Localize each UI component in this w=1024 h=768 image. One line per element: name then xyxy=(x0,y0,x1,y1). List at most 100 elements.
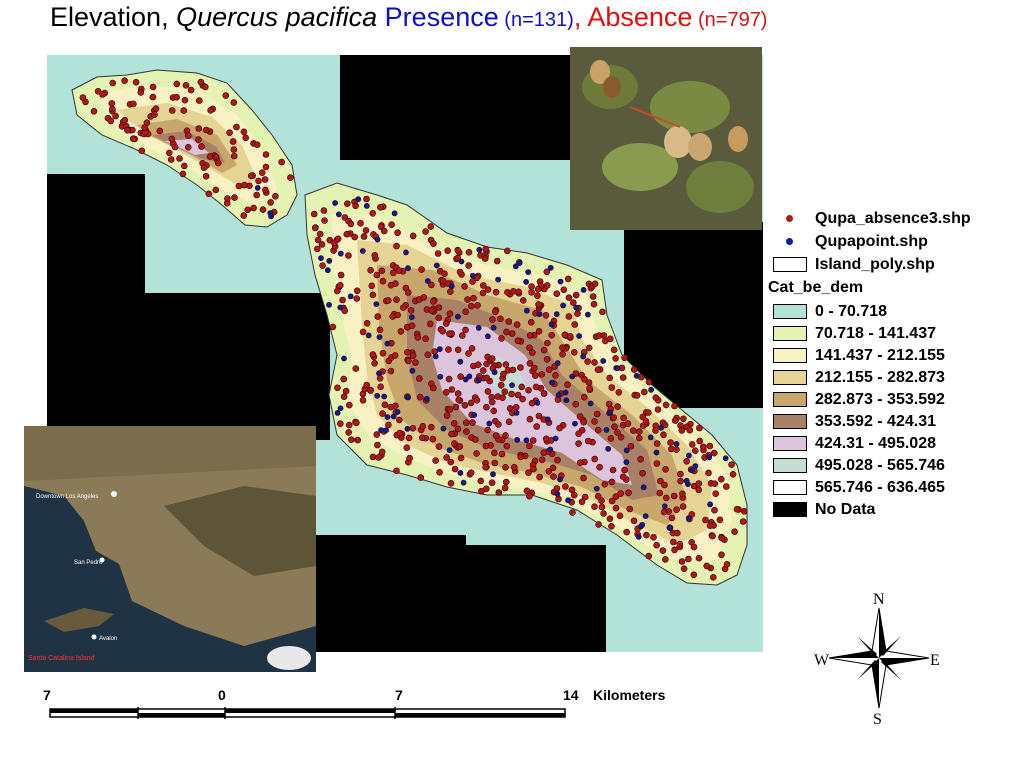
presence-point xyxy=(462,376,469,383)
absence-point xyxy=(591,418,598,425)
absence-point xyxy=(457,373,465,380)
absence-point xyxy=(316,230,324,238)
absence-point xyxy=(187,86,195,94)
absence-point xyxy=(212,153,220,161)
presence-point xyxy=(523,307,530,314)
absence-point xyxy=(513,321,521,328)
absence-point xyxy=(446,310,454,318)
absence-point xyxy=(156,127,164,135)
absence-point xyxy=(483,374,491,382)
absence-point xyxy=(404,348,411,356)
absence-point xyxy=(553,485,561,492)
absence-point xyxy=(359,396,367,404)
absence-point xyxy=(337,271,345,279)
absence-point xyxy=(678,558,686,565)
absence-point xyxy=(340,375,348,383)
absence-point xyxy=(458,332,466,339)
absence-point xyxy=(699,443,707,451)
absence-point xyxy=(554,456,561,464)
absence-point xyxy=(483,403,490,411)
absence-point xyxy=(405,434,413,442)
absence-point xyxy=(639,469,646,477)
no-data-block-bottom-mid xyxy=(466,545,606,652)
absence-point xyxy=(626,505,634,513)
absence-point xyxy=(469,419,476,426)
absence-point xyxy=(334,384,341,392)
absence-point xyxy=(470,294,477,302)
absence-point xyxy=(429,435,437,443)
compass-west-label: W xyxy=(814,652,830,669)
title-comma: , xyxy=(573,2,582,32)
absence-point xyxy=(434,250,442,257)
absence-point xyxy=(650,533,657,541)
absence-point xyxy=(545,467,553,475)
absence-point xyxy=(575,440,582,447)
absence-point xyxy=(403,444,411,452)
absence-point xyxy=(422,228,429,235)
absence-point xyxy=(549,464,557,472)
absence-point xyxy=(231,194,238,201)
absence-point xyxy=(643,531,650,539)
compass-north-label: N xyxy=(873,591,885,608)
presence-points-layer xyxy=(254,184,729,540)
presence-point xyxy=(523,437,530,444)
absence-point xyxy=(226,129,233,136)
absence-point xyxy=(446,406,454,413)
absence-point xyxy=(373,431,381,438)
absence-point xyxy=(500,370,507,378)
absence-point xyxy=(484,426,492,434)
absence-point xyxy=(540,390,548,397)
presence-point xyxy=(554,360,561,367)
presence-point xyxy=(326,257,333,264)
absence-point xyxy=(242,134,249,142)
absence-point xyxy=(379,277,387,285)
absence-point xyxy=(535,327,543,335)
absence-point xyxy=(152,105,160,113)
absence-point xyxy=(409,424,417,432)
absence-point xyxy=(612,493,620,500)
absence-point xyxy=(654,406,662,413)
absence-point xyxy=(465,262,473,269)
absence-point-symbol xyxy=(786,215,793,222)
absence-point xyxy=(570,348,578,356)
absence-point xyxy=(718,551,725,559)
absence-point xyxy=(733,505,741,513)
presence-point xyxy=(544,416,551,423)
absence-point xyxy=(633,392,641,399)
legend-class-label: 141.437 - 212.155 xyxy=(815,347,945,364)
absence-point xyxy=(660,508,668,516)
presence-point xyxy=(391,210,398,217)
absence-point xyxy=(397,328,405,335)
legend-class-swatch xyxy=(773,414,807,429)
absence-point xyxy=(662,401,670,409)
legend-class-label: 212.155 - 282.873 xyxy=(815,369,945,386)
absence-point xyxy=(339,296,346,304)
absence-point xyxy=(595,521,602,528)
presence-point xyxy=(722,455,729,462)
absence-point xyxy=(488,479,496,487)
absence-point xyxy=(454,425,462,433)
absence-point xyxy=(414,334,422,341)
absence-point xyxy=(594,426,602,434)
absence-point xyxy=(343,230,351,238)
absence-point xyxy=(645,378,653,386)
presence-point xyxy=(509,382,515,389)
presence-point xyxy=(341,355,347,362)
absence-point xyxy=(352,365,360,372)
absence-point xyxy=(467,302,475,310)
inset-label-san-pedro: San Pedro xyxy=(74,560,103,566)
absence-point xyxy=(181,162,188,170)
absence-point xyxy=(673,529,681,537)
absence-point xyxy=(723,560,731,568)
absence-point xyxy=(253,191,260,199)
absence-point xyxy=(439,327,447,335)
absence-point xyxy=(591,503,598,511)
absence-point xyxy=(559,344,566,352)
absence-point xyxy=(206,153,214,160)
absence-point xyxy=(517,364,524,371)
scale-tick-label-1: 0 xyxy=(218,687,226,703)
absence-point xyxy=(550,473,557,480)
absence-point xyxy=(642,418,650,425)
absence-point xyxy=(334,235,342,243)
absence-point xyxy=(109,79,116,87)
